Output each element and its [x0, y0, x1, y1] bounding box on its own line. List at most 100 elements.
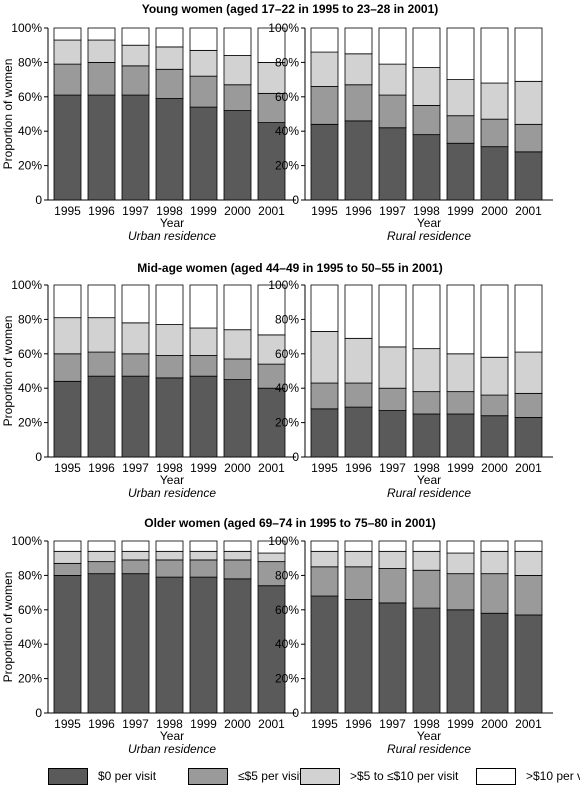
legend: $0 per visit ≤$5 per visit >$5 to ≤$10 p… [0, 766, 580, 786]
x-tick-label-0-0-2000: 2000 [224, 204, 251, 218]
bar-segment-gt10-1-0-1996 [87, 284, 116, 319]
bar-segment-gt10-1-1-1997 [378, 284, 407, 348]
y-tick-label-2-1-4: 80% [275, 568, 299, 582]
legend-item-zero: $0 per visit [48, 766, 156, 786]
bar-segment-le5-1-1-1997 [378, 387, 407, 411]
y-tick-label-0-1-0: 0 [292, 193, 299, 207]
y-tick-label-0-1-4: 80% [275, 55, 299, 69]
bar-segment-zero-1-1-1998 [412, 413, 441, 458]
bar-segment-gt10-2-1-1996 [344, 540, 373, 552]
bar-segment-le5-0-1-2000 [480, 118, 509, 148]
x-tick-label-2-1-2000: 2000 [481, 717, 508, 731]
x-tick-label-2-1-1998: 1998 [413, 717, 440, 731]
bar-segment-gt10-2-1-1995 [310, 540, 339, 552]
legend-item-gt10: >$10 per visit [476, 766, 580, 786]
bar-segment-le5-2-0-2000 [223, 559, 252, 580]
bar-segment-le5-2-1-1995 [310, 566, 339, 597]
bar-segment-gt10-1-0-1995 [53, 284, 82, 319]
chart-caption-0-1: Rural residence [387, 229, 471, 243]
bar-segment-le5-0-1-2001 [514, 123, 543, 153]
bar-segment-zero-0-0-1995 [53, 94, 82, 201]
bar-segment-gt10-1-0-1999 [189, 284, 218, 329]
x-tick-label-2-0-1999: 1999 [190, 717, 217, 731]
bar-segment-5to10-0-1-1996 [344, 53, 373, 86]
bar-segment-zero-2-0-2001 [257, 585, 286, 714]
x-tick-label-0-0-2001: 2001 [258, 204, 285, 218]
bar-segment-5to10-0-1-2000 [480, 82, 509, 120]
bar-segment-gt10-1-0-1997 [121, 284, 150, 324]
chart-caption-1-0: Urban residence [128, 486, 216, 500]
bar-segment-le5-2-0-1998 [155, 559, 184, 578]
bar-segment-5to10-2-1-2001 [514, 550, 543, 576]
bar-segment-gt10-2-0-1997 [121, 540, 150, 552]
y-axis-label-0: Proportion of women [1, 59, 15, 170]
bar-segment-gt10-0-1-1998 [412, 27, 441, 68]
bar-segment-zero-0-0-1999 [189, 106, 218, 201]
y-tick-label-2-1-2: 40% [275, 637, 299, 651]
bar-segment-gt10-2-0-1999 [189, 540, 218, 552]
bar-segment-gt10-1-1-1999 [446, 284, 475, 355]
bar-segment-zero-2-0-1998 [155, 576, 184, 714]
bar-segment-5to10-2-1-2000 [480, 550, 509, 575]
y-tick-label-0-0-0: 0 [35, 193, 42, 207]
bar-segment-5to10-2-1-1997 [378, 550, 407, 569]
bar-segment-le5-2-1-2001 [514, 575, 543, 616]
bar-segment-le5-1-0-2000 [223, 358, 252, 380]
bar-segment-zero-0-1-1996 [344, 120, 373, 201]
bar-segment-zero-2-1-2001 [514, 614, 543, 714]
bar-segment-zero-1-0-1998 [155, 377, 184, 458]
bar-segment-le5-1-0-2001 [257, 363, 286, 389]
bar-segment-5to10-1-0-2001 [257, 334, 286, 365]
bar-segment-zero-0-0-2000 [223, 110, 252, 201]
y-tick-label-1-1-4: 80% [275, 312, 299, 326]
bar-segment-5to10-0-1-1997 [378, 63, 407, 96]
bar-segment-gt10-2-0-2000 [223, 540, 252, 552]
y-tick-label-1-0-0: 0 [35, 450, 42, 464]
bar-segment-5to10-2-1-1999 [446, 552, 475, 575]
x-tick-label-2-1-1999: 1999 [447, 717, 474, 731]
bar-segment-zero-1-0-2000 [223, 379, 252, 458]
bar-segment-5to10-2-1-1996 [344, 550, 373, 568]
bar-segment-zero-0-0-1997 [121, 94, 150, 201]
bar-segment-zero-2-1-1995 [310, 595, 339, 714]
bar-segment-gt10-1-1-2000 [480, 284, 509, 358]
bar-segment-le5-0-0-2001 [257, 92, 286, 124]
y-tick-label-0-0-5: 100% [11, 21, 42, 35]
x-axis-label-0-1: Year [417, 216, 441, 230]
x-tick-label-2-1-2001: 2001 [515, 717, 542, 731]
x-tick-label-2-1-1997: 1997 [379, 717, 406, 731]
x-tick-label-2-0-1996: 1996 [88, 717, 115, 731]
x-tick-label-2-0-1998: 1998 [156, 717, 183, 731]
bar-segment-gt10-2-1-1999 [446, 540, 475, 554]
x-tick-label-0-1-2000: 2000 [481, 204, 508, 218]
x-tick-label-1-1-1998: 1998 [413, 461, 440, 475]
bar-segment-zero-0-1-1999 [446, 142, 475, 201]
bar-segment-gt10-1-1-2001 [514, 284, 543, 353]
bar-segment-5to10-1-1-2000 [480, 356, 509, 396]
bar-segment-gt10-0-1-2001 [514, 27, 543, 82]
bar-segment-5to10-2-1-1998 [412, 550, 441, 571]
bar-segment-zero-0-1-1995 [310, 123, 339, 201]
x-tick-label-2-1-1996: 1996 [345, 717, 372, 731]
bar-segment-gt10-2-1-1998 [412, 540, 441, 552]
y-tick-label-2-0-0: 0 [35, 706, 42, 720]
bar-segment-5to10-0-1-1998 [412, 67, 441, 106]
bar-segment-zero-0-0-1998 [155, 98, 184, 201]
bar-segment-le5-1-1-1998 [412, 391, 441, 415]
x-tick-label-2-1-1995: 1995 [311, 717, 338, 731]
bar-segment-gt10-0-0-2000 [223, 27, 252, 56]
x-tick-label-1-1-1995: 1995 [311, 461, 338, 475]
panel-title-0: Young women (aged 17–22 in 1995 to 23–28… [142, 2, 439, 16]
bar-segment-le5-1-1-2000 [480, 394, 509, 417]
bar-segment-gt10-0-1-2000 [480, 27, 509, 84]
y-tick-label-2-0-2: 40% [18, 637, 42, 651]
bar-segment-gt10-0-0-1995 [53, 27, 82, 41]
bar-segment-gt10-0-0-1998 [155, 27, 184, 48]
x-tick-label-1-0-1998: 1998 [156, 461, 183, 475]
bar-segment-zero-1-1-2000 [480, 415, 509, 458]
x-tick-label-0-1-1997: 1997 [379, 204, 406, 218]
bar-segment-zero-2-0-1997 [121, 573, 150, 714]
y-tick-label-0-1-1: 20% [275, 159, 299, 173]
bar-segment-gt10-1-0-1998 [155, 284, 184, 325]
bar-segment-le5-0-0-1995 [53, 63, 82, 96]
